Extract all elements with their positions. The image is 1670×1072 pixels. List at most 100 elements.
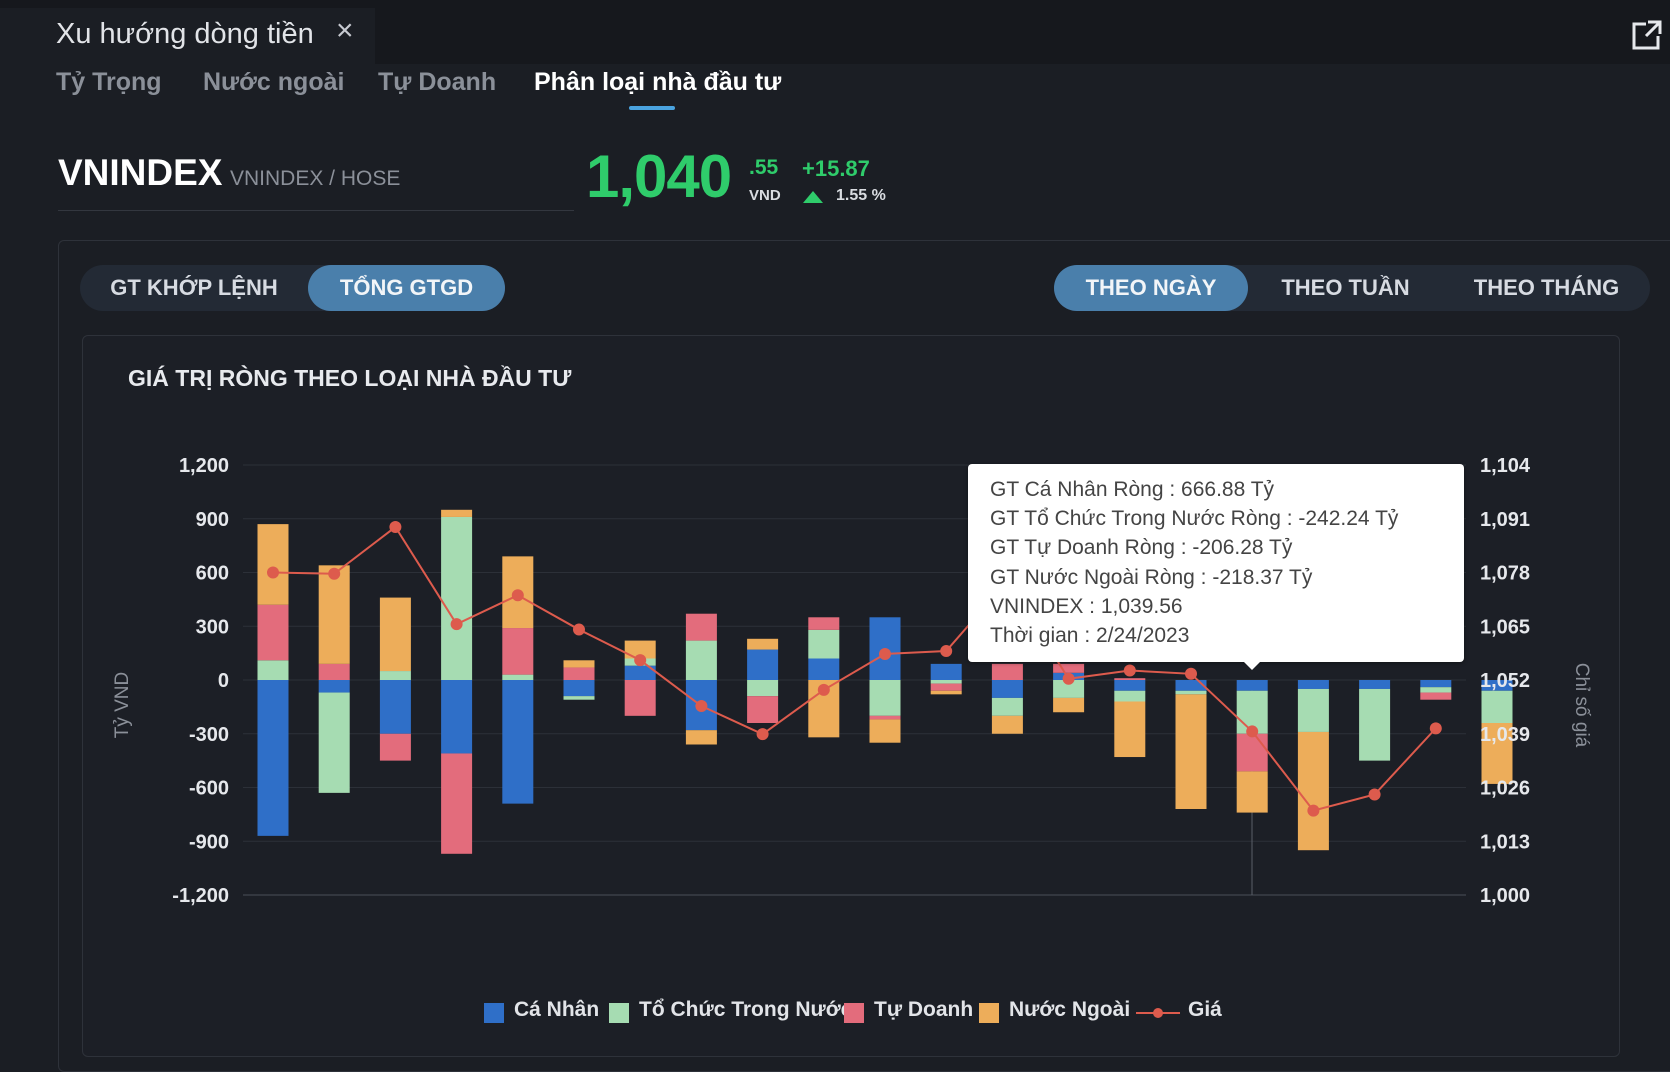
bar-segment: [991, 663, 1023, 680]
price-point: [695, 700, 708, 713]
bar-segment: [257, 680, 289, 836]
bar-segment: [318, 692, 350, 793]
bar-segment: [1236, 680, 1268, 691]
bar-segment: [1236, 771, 1268, 813]
bar-segment: [1359, 680, 1391, 689]
bar-segment: [1175, 694, 1207, 809]
bar-segment: [563, 667, 595, 680]
price-point: [1123, 664, 1136, 677]
bar-segment: [1114, 690, 1146, 702]
external-link-icon[interactable]: [1630, 18, 1664, 52]
bar-segment: [379, 680, 411, 734]
tooltip-tu-doanh: GT Tự Doanh Ròng : -206.28 Tỷ: [990, 536, 1293, 559]
tooltip-vnindex: VNINDEX : 1,039.56: [990, 595, 1183, 618]
bar-segment: [257, 524, 289, 605]
y-tick-label: 900: [196, 509, 229, 531]
bar-segment: [502, 674, 534, 680]
price-point: [267, 566, 279, 579]
price-point: [450, 618, 463, 631]
bar-segment: [1053, 697, 1085, 713]
bar-segment: [1053, 663, 1085, 673]
bar-segment: [930, 683, 962, 691]
bar-segment: [930, 680, 962, 684]
y-axis-title: Tỷ VND: [112, 672, 133, 739]
bar-segment: [563, 680, 595, 697]
symbol-exchange: VNINDEX / HOSE: [230, 167, 401, 190]
tab-tu-doanh[interactable]: Tự Doanh: [378, 68, 497, 96]
y-tick-label: 1,200: [179, 455, 229, 477]
tab-nuoc-ngoai[interactable]: Nước ngoài: [203, 68, 345, 96]
y2-tick-label: 1,078: [1480, 563, 1530, 585]
y-tick-label: -300: [189, 724, 229, 746]
bar-segment: [624, 665, 656, 680]
tooltip-nuoc-ngoai: GT Nước Ngoài Ròng : -218.37 Tỷ: [990, 566, 1313, 589]
legend-to-chuc-trong-nuoc[interactable]: Tổ Chức Trong Nước: [639, 998, 853, 1021]
bar-segment: [318, 680, 350, 693]
bar-segment: [1481, 680, 1513, 691]
y-tick-label: -900: [189, 831, 229, 853]
price-change: +15.87: [802, 156, 870, 181]
bar-segment: [379, 671, 411, 680]
y2-tick-label: 1,065: [1480, 616, 1530, 638]
legend-ca-nhan[interactable]: Cá Nhân: [514, 998, 600, 1021]
bar-segment: [1175, 680, 1207, 691]
tab-ty-trong[interactable]: Tỷ Trọng: [56, 68, 162, 96]
bar-segment: [869, 680, 901, 716]
gt-khop-lenh-button[interactable]: GT KHỚP LỆNH: [110, 275, 278, 300]
bar-segment: [1236, 733, 1268, 772]
bar-segment: [1053, 680, 1085, 698]
legend-swatch-to-chuc: [609, 1003, 629, 1023]
bar-segment: [1420, 680, 1452, 688]
price-point: [1368, 788, 1381, 801]
bar-segment: [1297, 731, 1329, 851]
price-point: [634, 654, 647, 667]
bar-segment: [991, 715, 1023, 734]
tab-phan-loai-nha-dau-tu[interactable]: Phân loại nhà đầu tư: [534, 68, 782, 96]
tooltip-ca-nhan: GT Cá Nhân Ròng : 666.88 Tỷ: [990, 478, 1275, 501]
y-tick-label: 600: [196, 563, 229, 585]
y2-axis-title: Chỉ số giá: [1571, 663, 1592, 748]
period-toggle: THEO NGÀY THEO TUẦN THEO THÁNG: [1054, 265, 1650, 311]
bar-segment: [930, 663, 962, 680]
price-point: [573, 623, 585, 636]
price-point: [389, 521, 402, 534]
y2-tick-label: 1,091: [1480, 509, 1530, 531]
tooltip-to-chuc: GT Tổ Chức Trong Nước Ròng : -242.24 Tỷ: [990, 507, 1399, 530]
theo-ngay-button[interactable]: THEO NGÀY: [1054, 265, 1248, 311]
legend-swatch-nuoc-ngoai: [979, 1003, 999, 1023]
price-point: [1246, 725, 1259, 738]
y-tick-label: -1,200: [172, 885, 229, 907]
legend-tu-doanh[interactable]: Tự Doanh: [874, 998, 974, 1021]
y2-tick-label: 1,039: [1480, 724, 1530, 746]
y2-tick-label: 1,052: [1480, 670, 1530, 692]
bar-segment: [1297, 680, 1329, 689]
tong-gtgd-button[interactable]: TỔNG GTGD: [308, 265, 505, 311]
y2-tick-label: 1,000: [1480, 885, 1530, 907]
bar-segment: [563, 696, 595, 700]
window-tab[interactable]: [0, 8, 375, 64]
legend-gia[interactable]: Giá: [1188, 998, 1222, 1021]
bar-segment: [1420, 692, 1452, 700]
bar-segment: [441, 509, 473, 517]
theo-thang-button[interactable]: THEO THÁNG: [1473, 275, 1620, 300]
price-point: [1429, 722, 1442, 735]
y2-tick-label: 1,013: [1480, 831, 1530, 853]
y2-tick-label: 1,026: [1480, 778, 1530, 800]
tooltip-pointer: [1244, 662, 1260, 670]
bar-segment: [379, 597, 411, 672]
bar-segment: [869, 719, 901, 743]
bar-segment: [624, 640, 656, 659]
bar-segment: [1481, 690, 1513, 723]
bar-segment: [1114, 701, 1146, 758]
price-line: [272, 525, 1437, 812]
theo-tuan-button[interactable]: THEO TUẦN: [1281, 275, 1410, 300]
price-decimal: .55: [749, 156, 779, 179]
bar-segment: [1297, 688, 1329, 732]
legend-nuoc-ngoai[interactable]: Nước Ngoài: [1009, 998, 1131, 1021]
window-title: Xu hướng dòng tiền: [56, 18, 314, 50]
close-icon[interactable]: ×: [336, 14, 354, 47]
bar-segment: [257, 660, 289, 680]
price-point: [879, 647, 891, 660]
price-point: [1307, 804, 1320, 817]
